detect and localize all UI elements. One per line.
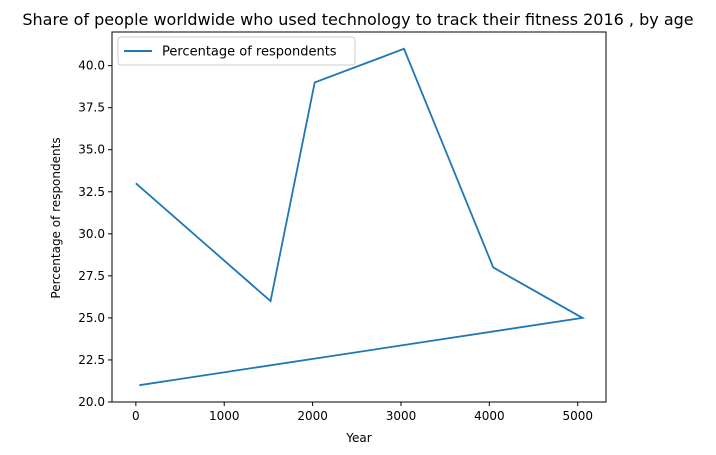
x-tick-label: 5000: [562, 409, 593, 423]
y-tick-label: 25.0: [78, 311, 105, 325]
y-tick-label: 22.5: [78, 353, 105, 367]
x-tick-label: 4000: [474, 409, 505, 423]
series-line: [135, 47, 586, 387]
y-tick-label: 40.0: [78, 59, 105, 73]
y-tick-label: 30.0: [78, 227, 105, 241]
x-tick-label: 3000: [386, 409, 417, 423]
y-axis-label: Percentage of respondents: [49, 137, 63, 298]
y-tick-label: 35.0: [78, 143, 105, 157]
legend-label: Percentage of respondents: [162, 45, 337, 60]
legend-box: [117, 36, 356, 66]
plot-frame: [111, 31, 607, 403]
y-tick-label: 20.0: [78, 395, 105, 409]
y-axis: 20.0 22.5 25.0 27.5 30.0 32.5 35.0 37.5 40.0: [78, 59, 112, 409]
chart-title: Share of people worldwide who used techn…: [22, 10, 693, 29]
x-axis: 0 1000 2000 3000 4000 5000: [132, 402, 593, 423]
y-tick-label: 27.5: [78, 269, 105, 283]
x-tick-label: 0: [132, 409, 140, 423]
x-axis-label: Year: [345, 431, 371, 445]
y-tick-label: 32.5: [78, 185, 105, 199]
x-tick-label: 2000: [297, 409, 328, 423]
series-layer: [135, 47, 586, 387]
x-tick-label: 1000: [209, 409, 240, 423]
y-tick-label: 37.5: [78, 101, 105, 115]
legend: Percentage of respondents: [117, 36, 356, 66]
